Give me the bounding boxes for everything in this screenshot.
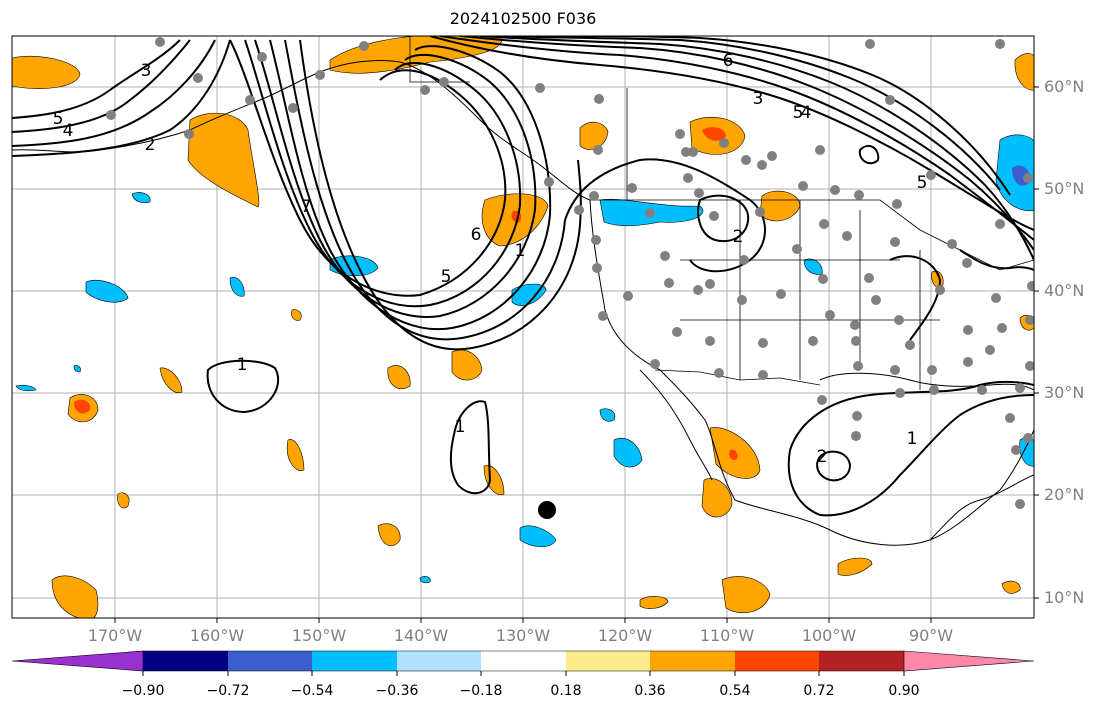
contour-label: 1: [237, 355, 248, 375]
colorbar-label: −0.18: [459, 683, 503, 699]
colorbar-label: 0.36: [634, 683, 666, 699]
storm-marker: [538, 501, 556, 519]
station-markers: [106, 37, 1034, 509]
contour-label: 4: [801, 103, 812, 123]
contour-label: 4: [63, 121, 74, 141]
contour-lines: [12, 36, 1034, 517]
contour-label: 6: [471, 225, 482, 245]
colorbar-label: 0.72: [803, 683, 835, 699]
contour-label: 3: [141, 61, 152, 81]
colorbar-segment: [819, 651, 904, 671]
colorbar-segment: [397, 651, 481, 671]
colorbar-label: −0.36: [375, 683, 419, 699]
contour-label: 5: [441, 267, 452, 287]
contour-label: 2: [733, 227, 744, 247]
lon-label: 100°W: [801, 626, 857, 645]
colorbar-label: 0.18: [550, 683, 582, 699]
contour-label: 1: [515, 241, 526, 261]
map-title: 2024102500 F036: [449, 9, 597, 28]
lon-label: 160°W: [189, 626, 245, 645]
lon-label: 140°W: [393, 626, 449, 645]
contour-label: 6: [723, 51, 734, 71]
colorbar: [11, 650, 1035, 676]
contour-label: 7: [301, 197, 312, 217]
colorbar-segment: [566, 651, 650, 671]
contour-label: 3: [753, 89, 764, 109]
contour-label: 2: [817, 447, 828, 467]
contour-label: 5: [53, 109, 64, 129]
contour-label: 2: [145, 135, 156, 155]
lat-label: 10°N: [1044, 588, 1085, 607]
contour-label: 5: [917, 173, 928, 193]
colorbar-label: −0.72: [206, 683, 250, 699]
strong-positive-anomaly-areas: [74, 127, 738, 460]
lon-label: 120°W: [597, 626, 653, 645]
lon-label: 130°W: [495, 626, 551, 645]
colorbar-label: −0.90: [121, 683, 165, 699]
colorbar-segment: [11, 650, 144, 672]
colorbar-segment: [903, 650, 1035, 672]
negative-anomaly-areas: [15, 134, 1034, 584]
colorbar-label: 0.54: [719, 683, 751, 699]
lat-label: 60°N: [1044, 77, 1085, 96]
lon-label: 170°W: [87, 626, 143, 645]
lon-label: 90°W: [908, 626, 954, 645]
contour-label: 1: [455, 417, 466, 437]
colorbar-label: −0.54: [290, 683, 334, 699]
colorbar-segment: [650, 651, 735, 671]
lon-label: 110°W: [699, 626, 755, 645]
colorbar-segment: [481, 651, 566, 671]
contour-label: 1: [907, 429, 918, 449]
lon-label: 150°W: [291, 626, 347, 645]
lat-label: 30°N: [1044, 383, 1085, 402]
lat-label: 50°N: [1044, 179, 1085, 198]
lat-label: 40°N: [1044, 281, 1085, 300]
colorbar-segment: [312, 651, 397, 671]
contour-label: 5: [793, 103, 804, 123]
colorbar-segment: [228, 651, 312, 671]
colorbar-segment: [143, 651, 228, 671]
lat-label: 20°N: [1044, 485, 1085, 504]
colorbar-label: 0.90: [888, 683, 920, 699]
colorbar-segment: [735, 651, 819, 671]
